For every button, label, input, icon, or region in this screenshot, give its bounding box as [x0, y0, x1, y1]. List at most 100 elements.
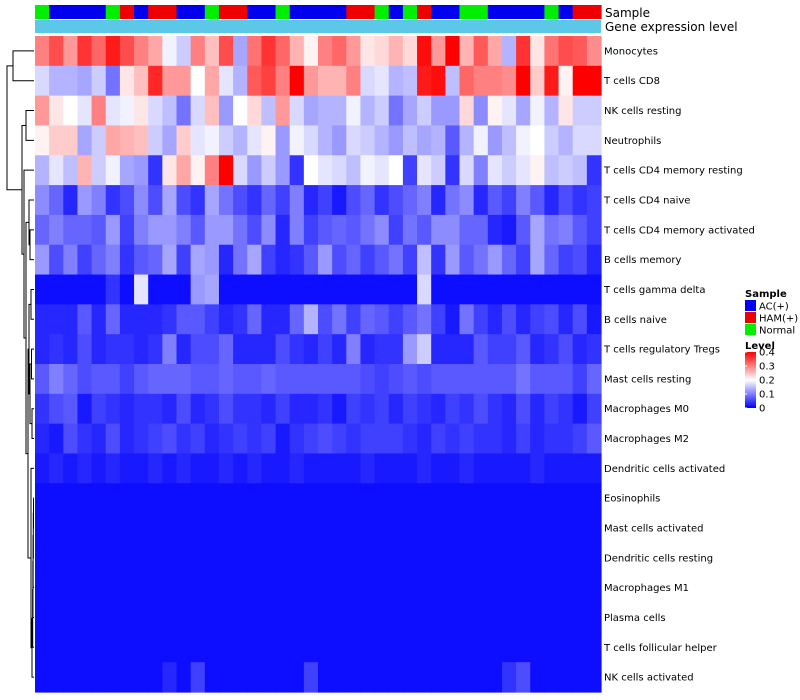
heatmap-cell [275, 602, 291, 633]
heatmap-cell [218, 36, 234, 67]
heatmap-cell [558, 125, 574, 156]
heatmap-cell [530, 36, 545, 67]
row-label: Mast cells resting [604, 374, 691, 385]
heatmap-cell [134, 572, 149, 604]
heatmap-cell [204, 542, 220, 574]
heatmap-cell [572, 364, 588, 395]
heatmap-cell [572, 632, 588, 663]
heatmap-cell [318, 334, 333, 365]
heatmap-cell [289, 542, 305, 574]
heatmap-cell [318, 244, 333, 276]
heatmap-cell [346, 155, 362, 186]
heatmap-cell [91, 244, 107, 276]
heatmap-cell [77, 453, 93, 484]
heatmap-cell [148, 364, 163, 395]
heatmap-cell [35, 274, 50, 305]
heatmap-cell [445, 334, 461, 365]
heatmap-cell [119, 36, 135, 67]
heatmap-cell [445, 364, 461, 395]
heatmap-cell [162, 274, 178, 305]
heatmap-cell [586, 662, 602, 693]
heatmap-cell [402, 572, 418, 604]
heatmap-cell [49, 632, 64, 663]
heatmap-cell [218, 483, 234, 514]
heatmap-cell [77, 334, 93, 365]
heatmap-cell [530, 334, 545, 365]
heatmap-cell [190, 423, 206, 455]
heatmap-cell [544, 662, 560, 693]
heatmap-cell [119, 483, 135, 514]
heatmap-cell [501, 125, 517, 156]
heatmap-cell [402, 244, 418, 276]
heatmap-cell [63, 214, 79, 246]
heatmap-cell [91, 662, 107, 693]
heatmap-cell [530, 423, 545, 455]
heatmap-cell [119, 95, 135, 127]
sample-annotation-cell [247, 5, 262, 19]
heatmap-cell [487, 155, 503, 186]
heatmap-cell [49, 483, 64, 514]
heatmap-cell [572, 304, 588, 335]
heatmap-cell [544, 632, 560, 663]
heatmap-cell [346, 65, 362, 97]
heatmap-cell [303, 632, 319, 663]
heatmap-cell [247, 125, 262, 156]
heatmap-cell [162, 513, 178, 544]
heatmap-cell [275, 513, 291, 544]
heatmap-cell [586, 65, 602, 97]
heatmap-cell [558, 155, 574, 186]
heatmap-cell [176, 244, 192, 276]
heatmap-cell [247, 274, 262, 305]
heatmap-cell [417, 632, 432, 663]
heatmap-cell [134, 185, 149, 216]
heatmap-cell [516, 334, 531, 365]
heatmap-cell [346, 36, 362, 67]
heatmap-cell [247, 513, 262, 544]
heatmap-cell [63, 632, 79, 663]
heatmap-cell [487, 423, 503, 455]
sample-annotation-cell [473, 5, 489, 19]
heatmap-cell [91, 602, 107, 633]
heatmap-cell [233, 155, 248, 186]
heatmap-cell [501, 244, 517, 276]
heatmap-cell [360, 393, 376, 425]
heatmap-cell [91, 65, 107, 97]
dendrogram-branch [31, 408, 34, 440]
heatmap-cell [289, 95, 305, 127]
heatmap-cell [176, 185, 192, 216]
heatmap-cell [417, 304, 432, 335]
row-label: T cells gamma delta [603, 285, 705, 296]
heatmap-cell [49, 423, 64, 455]
heatmap-cell [275, 542, 291, 574]
sample-annotation-cell [346, 5, 362, 19]
heatmap-cell [119, 155, 135, 186]
heatmap-cell [176, 36, 192, 67]
heatmap-cell [487, 602, 503, 633]
heatmap-cell [332, 423, 347, 455]
heatmap-cell [417, 602, 432, 633]
heatmap-cell [275, 95, 291, 127]
heatmap-cell [417, 364, 432, 395]
heatmap-cell [388, 483, 404, 514]
heatmap-cell [190, 95, 206, 127]
heatmap-cell [162, 125, 178, 156]
heatmap-cell [63, 125, 79, 156]
heatmap-cell [35, 95, 50, 127]
heatmap-cell [431, 393, 446, 425]
heatmap-cell [275, 453, 291, 484]
heatmap-cell [247, 602, 262, 633]
heatmap-cell [473, 244, 489, 276]
heatmap-cell [360, 185, 376, 216]
heatmap-cell [388, 572, 404, 604]
heatmap-cell [487, 214, 503, 246]
heatmap-cell [473, 483, 489, 514]
heatmap-cell [190, 364, 206, 395]
heatmap-cell [35, 453, 50, 484]
heatmap-cell [374, 393, 390, 425]
heatmap-cell [303, 364, 319, 395]
heatmap-cell [544, 65, 560, 97]
heatmap-cell [134, 125, 149, 156]
heatmap-cell [402, 155, 418, 186]
